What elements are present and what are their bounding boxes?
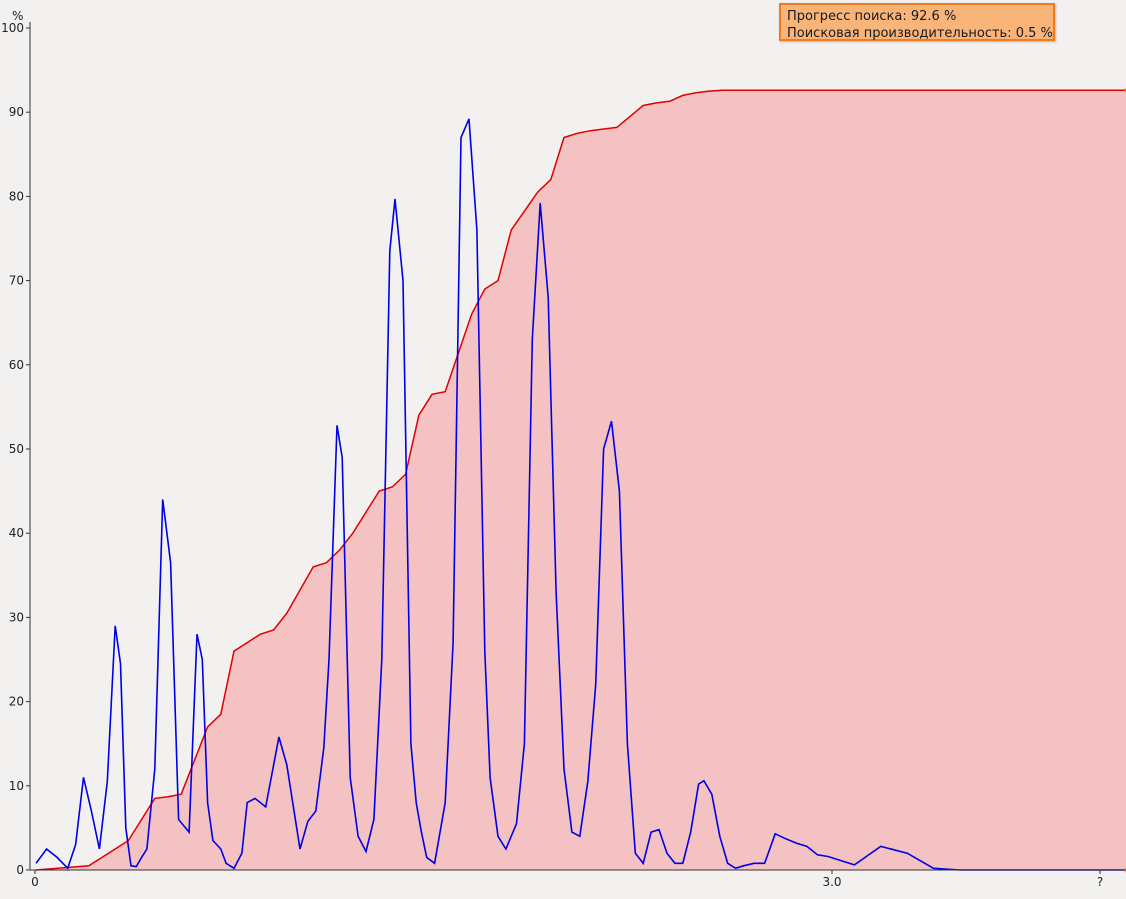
cursor-tooltip: Прогресс поиска: 92.6 % Поисковая произв… bbox=[779, 3, 1055, 41]
plot-area bbox=[35, 89, 1126, 871]
y-tick-label: 60 bbox=[9, 358, 24, 372]
tooltip-progress-text: Прогресс поиска: 92.6 % bbox=[787, 9, 957, 24]
y-tick-label: 10 bbox=[9, 779, 24, 793]
search-progress-area-fill bbox=[36, 90, 1126, 870]
y-tick-label: 90 bbox=[9, 105, 24, 119]
x-tick-label: 0 bbox=[31, 875, 39, 889]
x-axis-ticks: 0 3.0? bbox=[31, 870, 1103, 889]
x-tick-label: 3.0 bbox=[822, 875, 841, 889]
axes: % 0 10 20 30 40 50 60 70 80 90 100 0 3.0? bbox=[1, 9, 1126, 889]
y-axis-unit-label: % bbox=[12, 9, 23, 23]
y-tick-label: 30 bbox=[9, 610, 24, 624]
x-tick-label: ? bbox=[1097, 875, 1103, 889]
search-progress-line bbox=[35, 89, 1126, 871]
tooltip-performance-text: Поисковая производительность: 0.5 % bbox=[787, 26, 1053, 41]
search-performance-line bbox=[35, 118, 1126, 871]
y-tick-label: 80 bbox=[9, 189, 24, 203]
y-tick-label: 100 bbox=[1, 21, 24, 35]
y-tick-label: 70 bbox=[9, 274, 24, 288]
y-tick-label: 40 bbox=[9, 526, 24, 540]
y-tick-label: 20 bbox=[9, 695, 24, 709]
y-axis-ticks: 0 10 20 30 40 50 60 70 80 90 100 bbox=[1, 21, 30, 877]
y-tick-label: 0 bbox=[16, 863, 24, 877]
y-tick-label: 50 bbox=[9, 442, 24, 456]
